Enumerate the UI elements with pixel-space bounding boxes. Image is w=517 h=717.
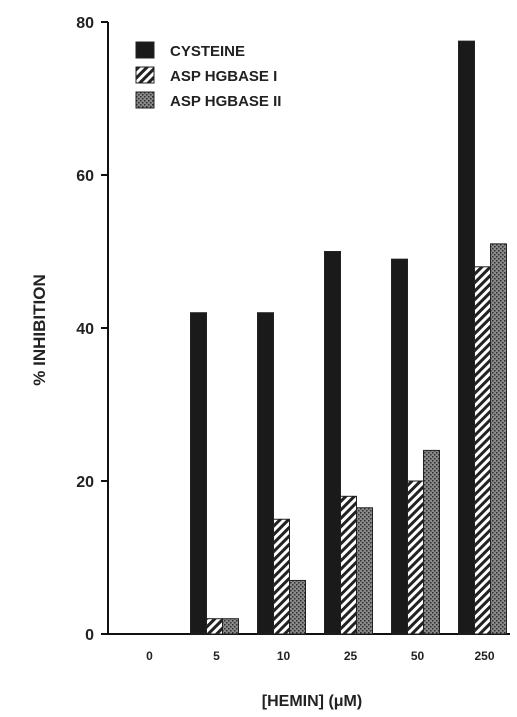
y-ticks: 0 20 40 60 80 (76, 15, 108, 644)
x-axis-title: [HEMIN] (μM) (262, 693, 362, 710)
bar-asp-hgbase-ii (222, 618, 239, 635)
bar-cysteine (190, 312, 207, 635)
x-tick-label: 5 (213, 649, 220, 663)
legend-label: ASP HGBASE II (170, 93, 281, 110)
bar-asp-hgbase-ii (423, 449, 440, 635)
bar-cysteine (458, 40, 475, 635)
y-tick-label: 80 (76, 15, 94, 32)
x-tick-label: 250 (474, 649, 494, 663)
legend-swatch (135, 66, 155, 84)
y-tick-label: 0 (85, 627, 94, 644)
bar-asp-hgbase-i (407, 480, 424, 635)
bar-asp-hgbase-i (273, 518, 290, 635)
bar-asp-hgbase-i (474, 266, 491, 635)
bars (190, 40, 507, 635)
legend-swatch (135, 91, 155, 109)
legend-swatch (135, 41, 155, 59)
legend: CYSTEINE ASP HGBASE I ASP HGBASE II (135, 41, 281, 110)
y-axis-title: % INHIBITION (30, 274, 49, 385)
legend-label: CYSTEINE (170, 43, 245, 60)
x-tick-label: 10 (277, 649, 291, 663)
y-tick-label: 60 (76, 168, 94, 185)
bar-asp-hgbase-i (340, 495, 357, 635)
x-ticks: 0 5 10 25 50 250 (146, 649, 495, 663)
x-tick-label: 0 (146, 649, 153, 663)
bar-cysteine (257, 312, 274, 635)
y-tick-label: 40 (76, 321, 94, 338)
bar-cysteine (391, 258, 408, 635)
x-tick-label: 50 (411, 649, 425, 663)
bar-asp-hgbase-i (206, 618, 223, 635)
bar-cysteine (324, 251, 341, 635)
bar-asp-hgbase-ii (356, 507, 373, 635)
legend-label: ASP HGBASE I (170, 68, 277, 85)
y-tick-label: 20 (76, 474, 94, 491)
axes (107, 22, 510, 635)
bar-asp-hgbase-ii (490, 243, 507, 635)
x-tick-label: 25 (344, 649, 358, 663)
bar-asp-hgbase-ii (289, 579, 306, 635)
